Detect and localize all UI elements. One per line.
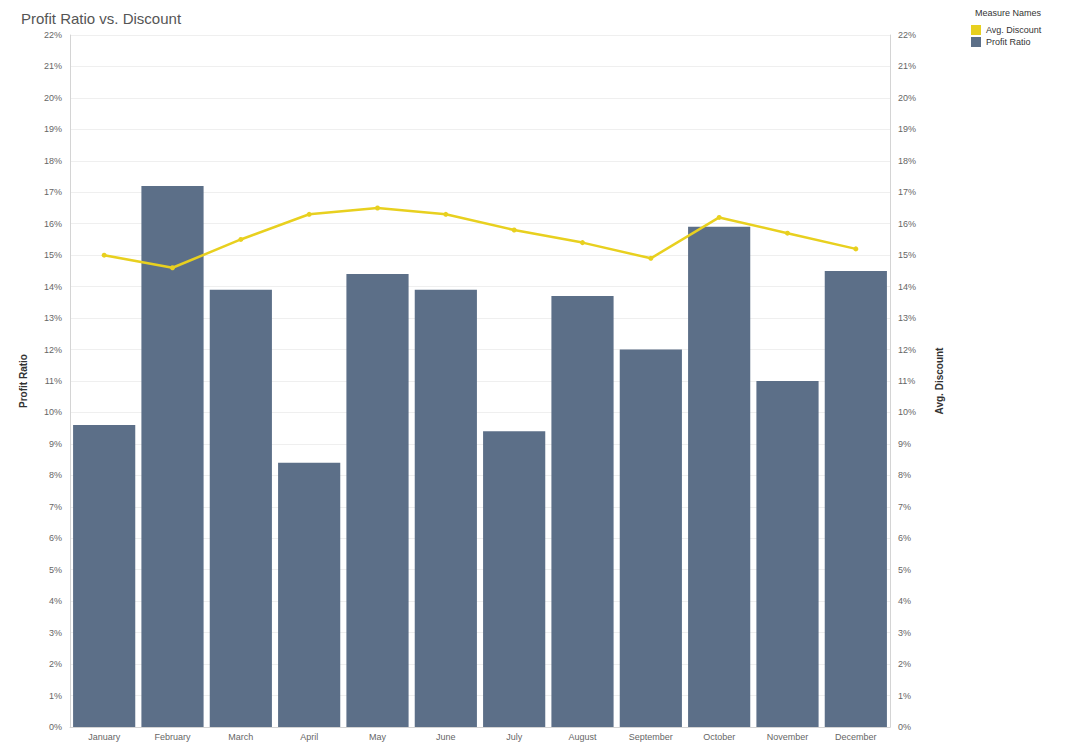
svg-text:3%: 3% bbox=[49, 628, 62, 638]
svg-text:15%: 15% bbox=[44, 250, 62, 260]
svg-text:0%: 0% bbox=[898, 722, 911, 732]
svg-text:December: December bbox=[835, 732, 877, 742]
svg-text:16%: 16% bbox=[44, 219, 62, 229]
svg-text:Profit Ratio: Profit Ratio bbox=[986, 37, 1031, 47]
svg-text:13%: 13% bbox=[44, 313, 62, 323]
svg-text:2%: 2% bbox=[49, 659, 62, 669]
svg-text:1%: 1% bbox=[898, 691, 911, 701]
svg-text:Avg. Discount: Avg. Discount bbox=[986, 25, 1042, 35]
svg-text:19%: 19% bbox=[898, 124, 916, 134]
svg-text:April: April bbox=[300, 732, 318, 742]
svg-text:9%: 9% bbox=[898, 439, 911, 449]
svg-text:5%: 5% bbox=[898, 565, 911, 575]
svg-text:17%: 17% bbox=[44, 187, 62, 197]
svg-text:February: February bbox=[154, 732, 191, 742]
svg-text:21%: 21% bbox=[898, 61, 916, 71]
svg-text:22%: 22% bbox=[898, 30, 916, 40]
svg-text:1%: 1% bbox=[49, 691, 62, 701]
svg-text:14%: 14% bbox=[44, 282, 62, 292]
svg-text:8%: 8% bbox=[898, 470, 911, 480]
svg-text:7%: 7% bbox=[898, 502, 911, 512]
svg-text:Profit Ratio vs. Discount: Profit Ratio vs. Discount bbox=[21, 10, 182, 27]
svg-text:11%: 11% bbox=[45, 376, 62, 386]
svg-text:6%: 6% bbox=[49, 533, 62, 543]
svg-text:12%: 12% bbox=[898, 345, 916, 355]
svg-text:13%: 13% bbox=[898, 313, 916, 323]
svg-text:3%: 3% bbox=[898, 628, 911, 638]
svg-text:19%: 19% bbox=[44, 124, 62, 134]
svg-text:15%: 15% bbox=[898, 250, 916, 260]
svg-text:0%: 0% bbox=[49, 722, 62, 732]
svg-text:21%: 21% bbox=[44, 61, 62, 71]
svg-text:16%: 16% bbox=[898, 219, 916, 229]
svg-text:7%: 7% bbox=[49, 502, 62, 512]
svg-text:11%: 11% bbox=[898, 376, 915, 386]
svg-text:10%: 10% bbox=[44, 407, 62, 417]
svg-text:10%: 10% bbox=[898, 407, 916, 417]
svg-text:May: May bbox=[369, 732, 387, 742]
svg-text:August: August bbox=[568, 732, 597, 742]
svg-text:22%: 22% bbox=[44, 30, 62, 40]
svg-text:8%: 8% bbox=[49, 470, 62, 480]
svg-text:October: October bbox=[703, 732, 735, 742]
svg-text:20%: 20% bbox=[44, 93, 62, 103]
svg-text:18%: 18% bbox=[44, 156, 62, 166]
svg-text:9%: 9% bbox=[49, 439, 62, 449]
svg-text:4%: 4% bbox=[49, 596, 62, 606]
svg-text:14%: 14% bbox=[898, 282, 916, 292]
svg-text:Measure Names: Measure Names bbox=[975, 8, 1042, 18]
svg-text:January: January bbox=[88, 732, 121, 742]
svg-text:5%: 5% bbox=[49, 565, 62, 575]
svg-text:20%: 20% bbox=[898, 93, 916, 103]
svg-text:12%: 12% bbox=[44, 345, 62, 355]
svg-text:4%: 4% bbox=[898, 596, 911, 606]
svg-text:Profit Ratio: Profit Ratio bbox=[18, 354, 29, 408]
svg-text:June: June bbox=[436, 732, 456, 742]
svg-text:July: July bbox=[506, 732, 523, 742]
svg-text:November: November bbox=[767, 732, 809, 742]
svg-text:Avg. Discount: Avg. Discount bbox=[934, 347, 945, 415]
svg-text:September: September bbox=[629, 732, 673, 742]
svg-text:18%: 18% bbox=[898, 156, 916, 166]
svg-text:6%: 6% bbox=[898, 533, 911, 543]
svg-text:2%: 2% bbox=[898, 659, 911, 669]
svg-text:March: March bbox=[228, 732, 253, 742]
svg-text:17%: 17% bbox=[898, 187, 916, 197]
